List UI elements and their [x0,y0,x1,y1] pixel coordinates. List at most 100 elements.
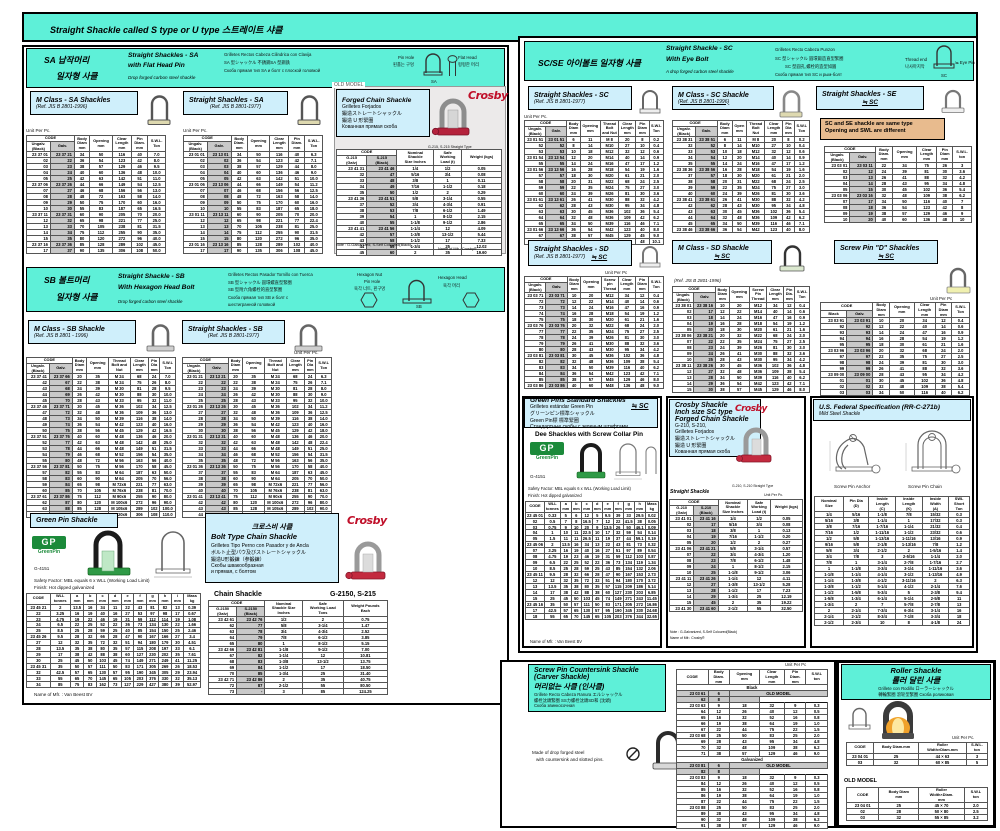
card-sd-1977[interactable]: Straight Shackles - SD (Ref. JIS B 2801-… [528,240,632,266]
table-row[interactable]: 17 42.5 57 65 130 57 95 190 345 330 24.68 [525,607,660,615]
table-row[interactable]: 85 85 38 57 M45 129 46 8.0 [523,376,664,384]
table-row[interactable]: 64 79 7/8 6-1/2 3.85 [207,634,389,642]
table-row[interactable]: 23 37 11 23 37 31 60 90 205 70 20.0 [26,211,166,219]
table-row[interactable]: 23 04 01 25 44 × 63 3 [845,752,989,760]
table-row[interactable]: 09 24 1 8-1/2 2.15 [668,563,804,571]
table-row[interactable]: 23 03 81 6 OLD MODEL [676,762,828,770]
table-row[interactable]: 05 1.5 11 11 26.5 11 19 37 44 59.1 0.19 [525,535,660,543]
table-row[interactable]: 55 80 48 72 M 56 163 56 40.0 [26,457,176,465]
card-gp-standard[interactable]: Green Pins Standard Shackles Grilletes e… [524,397,658,430]
table-row[interactable]: 82 8 [676,768,828,776]
table-row[interactable]: 73 73 14 24 M16 47 16 0.9 [523,304,664,312]
table-row[interactable]: 64 64 32 48 M36 109 42 6.2 [523,214,665,222]
table-row[interactable]: 67 82 1-1/4 12 10.81 [207,652,389,660]
table-row[interactable]: 23 45 31 35 50 57 111 50 83 171 305 269 26 18.53 [26,663,201,671]
table-row[interactable]: 44 64 32 48 M36 109 42 6.2 [672,214,811,222]
table-row[interactable]: 43 58 1-1/2 17 7.33 [335,237,502,245]
table-row[interactable]: 67 67 38 57 M45 129 45 9.0 [523,232,665,240]
table-row[interactable]: 18 55 65 70 145 65 105 203 376 344 32.65 [525,613,660,621]
table-row[interactable]: 23 42 66 23 42 81 1-1/8 9-1/2 7.00 [207,646,389,654]
table-row[interactable]: 7/8 1 3-1/4 2-7/8 1-7/16 2.7 [814,559,970,567]
table-row[interactable]: 66 19 38 64 19 1.0 [676,720,828,728]
table-row[interactable]: 04 14 28 43 95 34 4.8 [823,180,972,188]
table-row[interactable]: 04 1 10 11 22.5 10 17 32 59 54 0.14 [525,529,660,537]
table-row[interactable]: 95 95 18 30 61 21 1.6 [819,341,970,349]
table-row[interactable]: 17 37 90 135 306 108 50.0 [26,247,166,255]
table-row[interactable]: 23 03 63 9 18 32 9 0.3 [676,702,828,710]
table-row[interactable]: 85 16 32 52 16 0.8 [676,786,828,794]
table-row[interactable]: 23 45 21 2 13.5 16 34 11 22 43 81 82 13 0.39 [26,603,201,611]
table-row[interactable]: 23 45 26 9.5 28 32 66 28 47 90 167 166 27 3.4 [26,633,201,641]
table-row[interactable]: 53 53 10 18 M12 32 12 0.6 [523,148,665,156]
table-row[interactable]: 25 8.5 25 28 59 25 40 85 154 150 25 2.46 [26,627,201,635]
table-row[interactable]: 10 20 40 60 136 48 10 [823,216,972,224]
table-row[interactable]: 23 03 83 9 18 32 9 0.3 [676,774,828,782]
table-row[interactable]: 05 20 1/2 2 0.27 [668,539,804,547]
table-row[interactable]: 5/16 3/8 1-1/4 1 17/32 0.3 [814,517,970,525]
table-row[interactable]: 2-1/2 2-3/4 10 8 4-1/8 24 [814,619,970,626]
table-row[interactable]: 23 03 61 6 OLD MODEL [676,690,828,698]
table-row[interactable]: 45 65 34 50 M39 116 46 7.1 [672,220,811,228]
table-row[interactable]: 23 01 01 23 13 01 34 50 116 40 6.3 [183,151,323,159]
table-row[interactable]: 75 75 18 30 M20 61 21 1.6 [523,316,664,324]
card-roller[interactable]: Roller Shackle 롤러 달린 사클 Grillete con Rod… [841,664,991,700]
table-row[interactable]: 43 43 85 128 M 105x6 289 102 90.0 [182,504,332,512]
table-row[interactable]: 13 13 70 105 238 81 25.0 [183,223,323,231]
table-row[interactable]: 08 28 48 72 163 58 14.0 [26,193,166,201]
table-row[interactable]: 9/16 5/8 2-1/8 1-13/16 7/8 1.2 [814,541,970,549]
table-row[interactable]: 28 28 34 50 M 39 116 38 14.0 [182,415,332,423]
table-row[interactable]: 65 80 1 8-1/2 5.15 [207,640,389,648]
table-row[interactable]: 58 58 20 31 M22 68 24 2.5 [523,178,665,186]
table-row[interactable]: 14 14 75 112 255 90 31.5 [183,229,323,237]
table-roller-new[interactable]: CODE Body Diam.mm Roller Width×Diam.mm S.W.L… [845,742,989,766]
table-row[interactable]: 27 12 32 35 72 32 51 94 180 179 30 4.51 [26,639,201,647]
table-row[interactable]: 63 88 85 128 M 105x6 289 102 100.0 [26,504,176,512]
table-row[interactable]: 23 37 56 23 37 81 50 75 M 56 170 58 45.0 [26,463,176,471]
table-row[interactable]: 52 52 8 14 M10 27 10 0.4 [523,142,665,150]
table-row[interactable]: 05 05 42 63 142 51 10.0 [183,175,323,183]
table-row[interactable]: 23 01 51 23 01 51 6 11 M 8 20 8 0.2 [523,136,665,144]
table-row[interactable]: 23 41 31 23 41 46 1/4 1/2 0.05 [335,165,502,173]
table-row[interactable]: 1-1/2 1-5/8 5-3/4 5 2-3/8 9.4 [814,589,970,597]
table-row[interactable]: 23 37 61 23 37 86 75 112 M 90x6 255 90 80.0 [26,492,176,500]
table-row[interactable]: 65 65 34 50 M39 116 46 7.1 [523,220,665,228]
table-row[interactable]: 23 04 01 25 45 × 70 2.0 [845,802,989,810]
table-row[interactable]: 08 18 36 54 123 42 8 [823,204,972,212]
table-row[interactable]: 13 28 1-1/2 17 7.23 [668,587,804,595]
table-sb-mclass[interactable]: CODE Body Diam mm Opening mm Thread Bolt and Nut… [26,356,176,518]
table-row[interactable]: 23 45 11 9.5 28 32 66 28 47 90 167 153 2.73 [525,571,660,579]
table-row[interactable]: 10 10 55 83 187 65 18.0 [183,205,323,213]
table-row[interactable]: 14 34 75 112 255 90 35.0 [26,229,166,237]
table-row[interactable]: 89 28 43 95 34 4.8 [676,809,828,817]
table-sc-mclass[interactable]: CODE Body Diam mm Open mm Thread Bolt Nut Clear Le… [671,119,811,234]
table-row[interactable]: 70 85 1-3/4 25 31.40 [207,670,389,678]
table-row[interactable]: 12 12 65 98 221 77 22.4 [183,217,323,225]
table-row[interactable]: 23 03 86 23 03 86 40 60 M48 136 48 9.0 [523,382,664,390]
table-row[interactable]: 23 41 01 23 41 16 1/4 1/2 0.05 [668,515,804,523]
table-row[interactable]: 80 80 28 43 M30 95 34 4.2 [523,346,664,354]
table-sd-1977[interactable]: CODE Body Diam mm Opening mm Screw pin Thread Cle… [523,275,664,390]
table-row[interactable]: 92 92 12 22 40 14 0.6 [819,323,970,331]
table-row[interactable]: 5/8 3/4 2-1/2 2 1-5/16 1.4 [814,547,970,555]
card-forged-chain[interactable]: Forged Chain Shackle Grilletes Forjados … [336,89,430,137]
table-row[interactable]: 33 55 65 70 145 65 105 203 376 330 32 35.13 [26,675,201,683]
table-row[interactable]: 84 12 26 40 12 0.5 [676,780,828,788]
table-sc-1977[interactable]: CODE Body Diam mm Opening mm Thread Bolt and Nut… [523,119,665,246]
table-row[interactable]: 02 02 36 54 123 42 7.1 [183,157,323,165]
table-row[interactable]: 04 19 7/16 1-1/2 0.20 [668,533,804,541]
table-row[interactable]: 42 62 28 43 M30 95 34 4.8 [672,202,811,210]
table-row[interactable]: 67 22 44 75 22 1.5 [676,726,828,734]
table-row[interactable]: 23 01 06 23 13 06 44 66 149 54 11.2 [183,181,323,189]
table-row[interactable]: 08 4.75 19 23 46 19 31 59 112 103 0.87 [525,553,660,561]
table-row[interactable]: 71 38 57 129 46 9.0 [676,750,828,758]
table-row[interactable]: 23 03 88 25 50 83 25 2.0 [676,803,828,811]
table-countersink[interactable]: CODE Body Diam. mm Opening mm Clear Length mm Pin… [676,668,828,829]
table-row[interactable]: 10 25 1-1/8 9-1/2 3.06 [668,569,804,577]
table-row[interactable]: 2 2-1/4 7-3/4 6-3/4 3-1/4 16 [814,607,970,615]
table-row[interactable]: 04 24 40 60 136 48 10.0 [26,169,166,177]
table-row[interactable]: 15 45 2 35 19.22 [668,599,804,607]
table-row[interactable]: 62 8 [676,696,828,704]
table-row[interactable]: 23 41 06 23 41 21 5/8 3-1/4 0.57 [668,545,804,553]
table-row[interactable]: 13 33 70 105 238 81 31.5 [26,223,166,231]
table-row[interactable]: 27 27 32 48 M 36 109 36 12.5 [182,409,332,417]
